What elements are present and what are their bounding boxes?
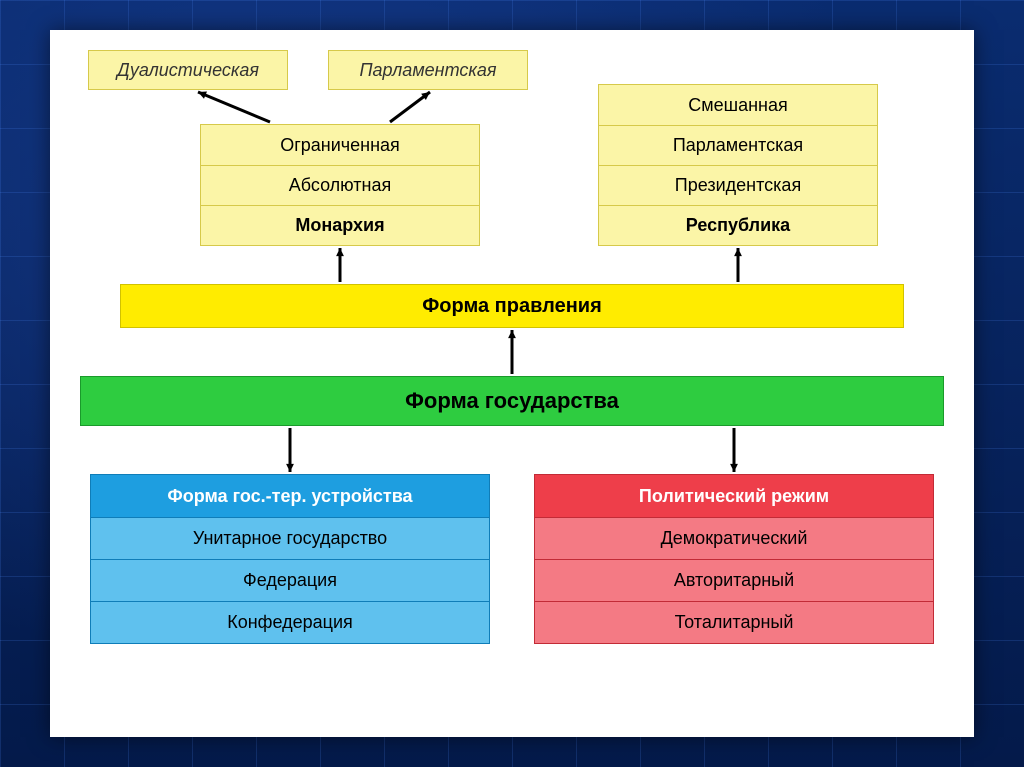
slide-background: Дуалистическая Парламентская Ограниченна… (0, 0, 1024, 767)
label-monarchy-limited: Ограниченная (280, 135, 400, 156)
label-regime-authoritarian: Авторитарный (674, 570, 794, 591)
cell-territory-confederation: Конфедерация (91, 601, 489, 643)
label-parliamentary-monarchy: Парламентская (359, 60, 496, 81)
cell-republic-mixed: Смешанная (599, 85, 877, 125)
box-parliamentary-monarchy: Парламентская (328, 50, 528, 90)
cell-regime-title: Политический режим (535, 475, 933, 517)
cell-regime-democratic: Демократический (535, 517, 933, 559)
slide-canvas: Дуалистическая Парламентская Ограниченна… (50, 30, 974, 737)
label-regime-democratic: Демократический (661, 528, 808, 549)
cell-republic-parliamentary: Парламентская (599, 125, 877, 165)
label-republic-title: Республика (686, 215, 790, 236)
label-territory-unitary: Унитарное государство (193, 528, 387, 549)
box-state-form: Форма государства (80, 376, 944, 426)
label-monarchy-title: Монархия (295, 215, 384, 236)
label-dualistic: Дуалистическая (117, 60, 259, 81)
stack-monarchy: Ограниченная Абсолютная Монархия (200, 124, 480, 246)
label-regime-title: Политический режим (639, 486, 829, 507)
label-state-form: Форма государства (405, 388, 619, 414)
label-republic-parliamentary: Парламентская (673, 135, 803, 156)
label-government-form: Форма правления (422, 295, 602, 318)
cell-republic-presidential: Президентская (599, 165, 877, 205)
cell-regime-authoritarian: Авторитарный (535, 559, 933, 601)
label-territory-federation: Федерация (243, 570, 337, 591)
box-dualistic: Дуалистическая (88, 50, 288, 90)
label-monarchy-absolute: Абсолютная (289, 175, 391, 196)
label-territory-title: Форма гос.-тер. устройства (167, 486, 412, 507)
cell-territory-title: Форма гос.-тер. устройства (91, 475, 489, 517)
cell-territory-federation: Федерация (91, 559, 489, 601)
cell-republic-title: Республика (599, 205, 877, 245)
cell-territory-unitary: Унитарное государство (91, 517, 489, 559)
stack-regime: Политический режим Демократический Автор… (534, 474, 934, 644)
label-republic-mixed: Смешанная (688, 95, 787, 116)
cell-monarchy-title: Монархия (201, 205, 479, 245)
cell-regime-totalitarian: Тоталитарный (535, 601, 933, 643)
stack-territory: Форма гос.-тер. устройства Унитарное гос… (90, 474, 490, 644)
cell-monarchy-absolute: Абсолютная (201, 165, 479, 205)
label-regime-totalitarian: Тоталитарный (675, 612, 794, 633)
label-territory-confederation: Конфедерация (227, 612, 353, 633)
cell-monarchy-limited: Ограниченная (201, 125, 479, 165)
box-government-form: Форма правления (120, 284, 904, 328)
label-republic-presidential: Президентская (675, 175, 801, 196)
stack-republic: Смешанная Парламентская Президентская Ре… (598, 84, 878, 246)
